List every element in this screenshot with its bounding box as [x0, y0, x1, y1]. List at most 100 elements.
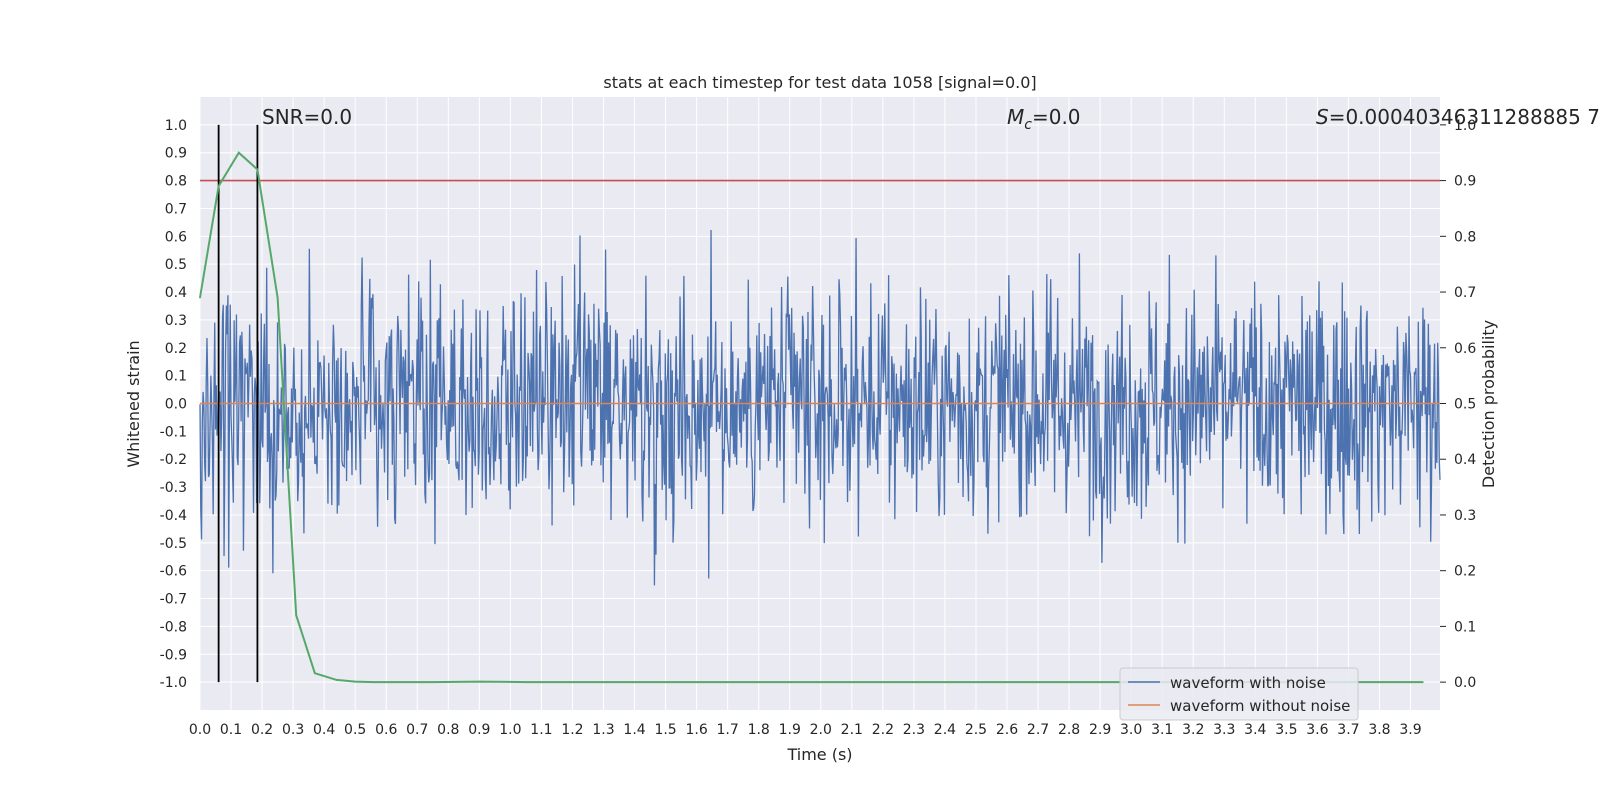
x-tick-label: 0.5 [344, 722, 366, 738]
probability-point [335, 679, 338, 681]
probability-point [819, 681, 822, 683]
x-tick-label: 0.7 [406, 722, 428, 738]
marker-lines [217, 124, 259, 683]
x-tick-label: 2.7 [1027, 722, 1049, 738]
legend-label-noise: waveform with noise [1170, 674, 1326, 692]
y-tick-label: -0.5 [160, 536, 187, 552]
x-tick-label: 3.6 [1306, 722, 1328, 738]
y-tick-label: 0.5 [165, 257, 187, 273]
probability-curve [199, 151, 1423, 684]
annotation-mc-value: =0.0 [1032, 105, 1081, 129]
y2-tick-label: 0.7 [1454, 285, 1476, 301]
y-tick-label: 1.0 [165, 118, 187, 134]
x-tick-label: 1.3 [592, 722, 614, 738]
legend: waveform with noise waveform without noi… [1119, 667, 1359, 721]
x-tick-label: 2.1 [841, 722, 863, 738]
y-tick-label: -0.8 [160, 619, 187, 635]
y-tick-label: 0.1 [165, 369, 187, 385]
x-tick-label: 0.3 [282, 722, 304, 738]
probability-point [525, 681, 527, 683]
y-tick-labels: 1.0 0.9 0.8 0.7 0.6 0.5 0.4 0.3 0.2 0.1 0.0 -0.1 -0.… [160, 118, 187, 691]
x-tick-label: 3.9 [1399, 722, 1421, 738]
probability-point [217, 185, 220, 187]
probability-point [256, 168, 259, 171]
x-tick-label: 2.3 [903, 722, 925, 738]
y2-tick-label: 0.0 [1454, 675, 1476, 691]
x-tick-label: 3.3 [1213, 722, 1235, 738]
probability-point [391, 681, 394, 683]
y2-tick-label: 0.3 [1454, 508, 1476, 524]
annotation-s: S=0.00040346311288885 7 [1316, 105, 1600, 129]
x-tick-label: 3.5 [1275, 722, 1297, 738]
y-tick-label: 0.3 [165, 313, 187, 329]
y2-tick-label: 0.2 [1454, 564, 1476, 580]
x-tick-label: 3.0 [1120, 722, 1142, 738]
probability-point [478, 680, 481, 683]
x-tick-label: 0.2 [251, 722, 273, 738]
legend-label-clean: waveform without noise [1170, 697, 1350, 715]
annotation-mc: Mc=0.0 [1007, 105, 1081, 133]
x-tick-label: 1.2 [561, 722, 583, 738]
probability-point [664, 681, 667, 683]
x-tick-label: 1.0 [499, 722, 521, 738]
y-tick-label: -0.3 [160, 480, 187, 496]
probability-point [199, 296, 201, 299]
y2-tick-label: 0.9 [1454, 174, 1476, 190]
x-tick-label: 2.2 [872, 722, 894, 738]
x-tick-label: 1.7 [717, 722, 739, 738]
y2-tick-label: 0.5 [1454, 397, 1476, 413]
series-detection-probability [199, 151, 1424, 684]
x-tick-label: 3.1 [1151, 722, 1173, 738]
x-tick-label: 3.2 [1182, 722, 1204, 738]
y2-tick-labels: 1.0 0.9 0.8 0.7 0.6 0.5 0.4 0.3 0.2 0.1 0.0 [1440, 118, 1476, 691]
annotation-s-symbol: S [1316, 105, 1329, 129]
x-tick-label: 0.8 [437, 722, 459, 738]
x-tick-label: 1.5 [654, 722, 676, 738]
x-tick-label: 2.0 [810, 722, 832, 738]
x-tick-label: 1.9 [779, 722, 801, 738]
x-tick-label: 2.6 [996, 722, 1018, 738]
y-tick-label: 0.0 [165, 397, 187, 413]
chart-title: stats at each timestep for test data 105… [603, 73, 1036, 92]
x-tick-label: 2.5 [965, 722, 987, 738]
x-tick-label: 0.1 [220, 722, 242, 738]
y-tick-label: 0.4 [165, 285, 187, 301]
probability-point [373, 681, 375, 683]
y-tick-label: 0.6 [165, 229, 187, 245]
x-tick-label: 2.4 [934, 722, 956, 738]
x-tick-label: 1.1 [530, 722, 552, 738]
probability-point [431, 681, 434, 683]
y-tick-label: -0.4 [160, 508, 187, 524]
y-tick-label: -0.6 [160, 564, 187, 580]
annotation-mc-subscript: c [1024, 117, 1032, 133]
probability-point [354, 680, 356, 683]
annotation-mc-symbol: M [1007, 105, 1024, 129]
x-tick-label: 2.9 [1089, 722, 1111, 738]
y2-axis-label: Detection probability [1479, 320, 1498, 488]
probability-point [975, 681, 977, 683]
x-axis-label: Time (s) [786, 745, 852, 764]
x-tick-label: 3.8 [1368, 722, 1390, 738]
y-tick-label: 0.8 [165, 174, 187, 190]
x-tick-label: 0.4 [313, 722, 335, 738]
annotation-snr: SNR=0.0 [262, 105, 352, 129]
probability-point [295, 614, 298, 617]
x-tick-label: 0.9 [468, 722, 490, 738]
y-tick-label: 0.2 [165, 341, 187, 357]
y-tick-label: -0.1 [160, 424, 187, 440]
noise-waveform-path [199, 230, 1441, 586]
x-tick-label: 1.4 [623, 722, 645, 738]
probability-point [276, 296, 279, 299]
annotation-s-value: =0.00040346311288885 7 [1329, 105, 1600, 129]
probability-point [1422, 681, 1424, 683]
probability-point [314, 672, 316, 675]
probability-point [237, 151, 240, 154]
y2-tick-label: 0.4 [1454, 452, 1476, 468]
series-waveform-with-noise [199, 230, 1441, 586]
y2-tick-label: 0.1 [1454, 619, 1476, 635]
y-tick-label: -0.7 [160, 592, 187, 608]
x-tick-label: 1.6 [685, 722, 707, 738]
y2-tick-label: 1.0 [1454, 118, 1476, 134]
